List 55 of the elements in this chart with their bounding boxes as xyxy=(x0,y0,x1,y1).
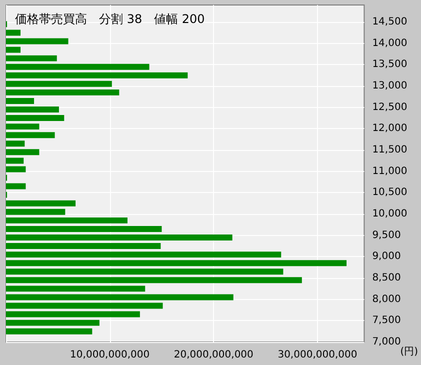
y-tick-label: 10,500 xyxy=(372,187,408,198)
bar xyxy=(6,38,68,44)
bar xyxy=(6,98,34,104)
bar xyxy=(6,311,140,318)
y-tick-label: 13,000 xyxy=(372,80,408,92)
y-axis-title: (円) xyxy=(400,346,418,358)
bar xyxy=(6,89,120,96)
bar xyxy=(6,64,150,70)
bar xyxy=(6,234,232,240)
y-tick-label: 10,000 xyxy=(372,208,408,220)
y-tick-label: 11,000 xyxy=(372,166,408,177)
y-tick-label: 12,000 xyxy=(372,123,408,134)
y-tick-label: 9,000 xyxy=(372,251,401,262)
x-tick-label: 10,000,000,000 xyxy=(70,350,150,360)
bar xyxy=(6,328,92,334)
bar xyxy=(6,158,24,164)
y-tick-label: 14,000 xyxy=(372,38,408,49)
bar xyxy=(6,268,284,275)
bar xyxy=(6,243,161,250)
bar xyxy=(6,72,188,78)
bar xyxy=(6,140,25,147)
y-tick-label: 9,500 xyxy=(372,230,401,241)
y-tick-label: 13,500 xyxy=(372,59,408,70)
bar xyxy=(6,217,128,224)
bar xyxy=(6,30,21,36)
bar xyxy=(6,132,55,138)
y-tick-label: 14,500 xyxy=(372,16,408,28)
bar xyxy=(6,183,26,190)
y-tick-label: 11,500 xyxy=(372,144,408,156)
bar xyxy=(6,106,59,112)
x-tick-label: 20,000,000,000 xyxy=(174,350,254,360)
bar xyxy=(6,286,146,292)
y-tick-label: 7,000 xyxy=(372,336,401,348)
bar xyxy=(6,115,64,122)
y-tick-label: 8,500 xyxy=(372,272,401,284)
bar xyxy=(6,260,347,266)
y-tick-label: 8,000 xyxy=(372,294,401,305)
bar xyxy=(6,302,163,309)
bar xyxy=(6,320,100,326)
x-tick-label: 30,000,000,000 xyxy=(278,350,358,360)
bar xyxy=(6,277,302,284)
bar xyxy=(6,226,162,232)
y-tick-label: 7,500 xyxy=(372,315,401,326)
bar xyxy=(6,55,57,62)
bar xyxy=(6,166,26,172)
bar xyxy=(6,46,21,53)
text: 価格帯売買高 分割 38 値幅 200 xyxy=(15,12,205,26)
bar xyxy=(6,200,76,206)
bar xyxy=(6,294,234,300)
bar xyxy=(6,80,112,87)
bar xyxy=(6,208,66,215)
bar xyxy=(6,252,282,258)
bar xyxy=(6,124,40,130)
y-tick-label: 12,500 xyxy=(372,102,408,113)
bar xyxy=(6,149,40,156)
